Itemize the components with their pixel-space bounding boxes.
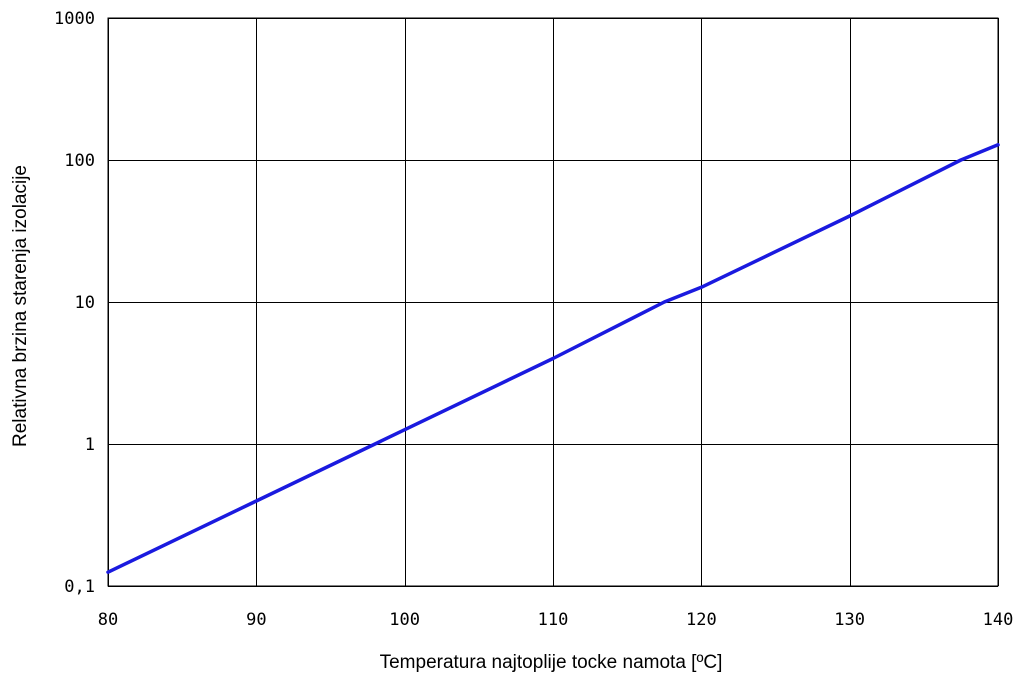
y-tick-label: 1000 [54,9,95,29]
x-tick-label: 80 [98,610,118,630]
x-tick-label: 140 [983,610,1014,630]
x-tick-label: 90 [246,610,266,630]
y-tick-label: 100 [64,151,95,171]
series-layer [106,143,1000,574]
x-axis-tick-labels: 80 90 100 110 120 130 140 [98,610,1014,630]
x-tick-label: 110 [538,610,569,630]
x-tick-label: 130 [834,610,865,630]
plot-frame [107,17,999,587]
y-axis-title: Relativna brzina starenja izolacije [10,165,31,447]
series-line [106,143,1000,574]
y-tick-label: 0,1 [64,577,95,597]
y-tick-label: 1 [85,435,95,455]
y-axis-tick-labels: 0,1 1 10 100 1000 [54,9,95,597]
x-axis-title: Temperatura najtoplije tocke namota [ºC] [380,652,723,673]
x-tick-label: 120 [686,610,717,630]
y-tick-label: 10 [75,293,95,313]
x-tick-label: 100 [389,610,420,630]
grid-lines [108,18,999,587]
